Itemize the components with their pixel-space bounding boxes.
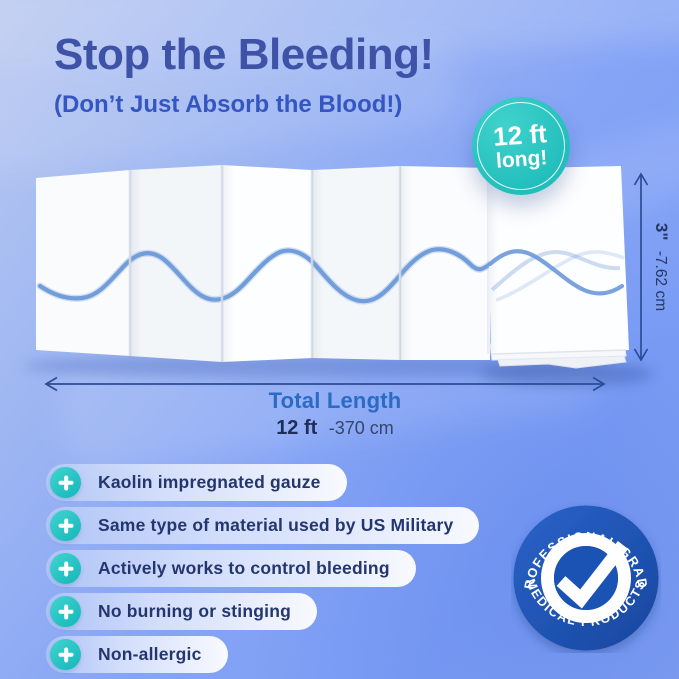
height-dimension-label: 3" -7.62 cm [651, 223, 671, 311]
feature-list: Kaolin impregnated gauze Same type of ma… [46, 464, 480, 673]
total-length-feet: 12 ft [276, 417, 318, 439]
gauze-wave-line [36, 245, 494, 305]
feature-item-control-bleeding: Actively works to control bleeding [46, 550, 416, 587]
feature-label: Same type of material used by US Militar… [98, 515, 454, 535]
plus-icon [50, 553, 81, 584]
plus-icon [50, 467, 81, 498]
total-length-label: Total Length 12 ft -370 cm [269, 388, 402, 440]
checkmark-icon [556, 541, 629, 609]
page-subtitle: (Don’t Just Absorb the Blood!) [54, 91, 403, 118]
feature-label: Kaolin impregnated gauze [98, 472, 321, 492]
total-length-title: Total Length [268, 388, 402, 413]
height-inches: 3" [652, 222, 671, 241]
feature-item-no-burning: No burning or stinging [46, 593, 317, 630]
gauze-fold-creases [128, 165, 412, 362]
feature-label: Non-allergic [98, 644, 202, 664]
length-badge-value: 12 ft [492, 118, 548, 152]
page-title: Stop the Bleeding! [54, 30, 434, 79]
seal-inner-ring [541, 533, 631, 623]
length-arrow [44, 376, 606, 392]
height-arrow [633, 172, 649, 362]
gauze-folded-stack [487, 166, 629, 369]
feature-item-military: Same type of material used by US Militar… [46, 507, 480, 544]
feature-item-kaolin: Kaolin impregnated gauze [46, 464, 347, 501]
plus-icon [50, 639, 81, 670]
feature-label: No burning or stinging [98, 601, 291, 621]
professional-grade-seal: PROFESSIONAL GRADE MEDICAL PRODUCTS [513, 505, 659, 651]
length-badge: 12 ft long! [472, 97, 570, 195]
total-length-values: 12 ft -370 cm [269, 417, 402, 440]
length-badge-unit: long! [495, 145, 549, 173]
feature-item-non-allergic: Non-allergic [46, 636, 228, 673]
gauze-stack-shadow [481, 362, 653, 386]
plus-icon [50, 510, 81, 541]
height-cm: -7.62 cm [652, 250, 669, 312]
feature-label: Actively works to control bleeding [98, 558, 390, 578]
plus-icon [50, 596, 81, 627]
length-badge-text: 12 ft long! [492, 118, 550, 173]
total-length-cm: -370 cm [328, 418, 394, 438]
